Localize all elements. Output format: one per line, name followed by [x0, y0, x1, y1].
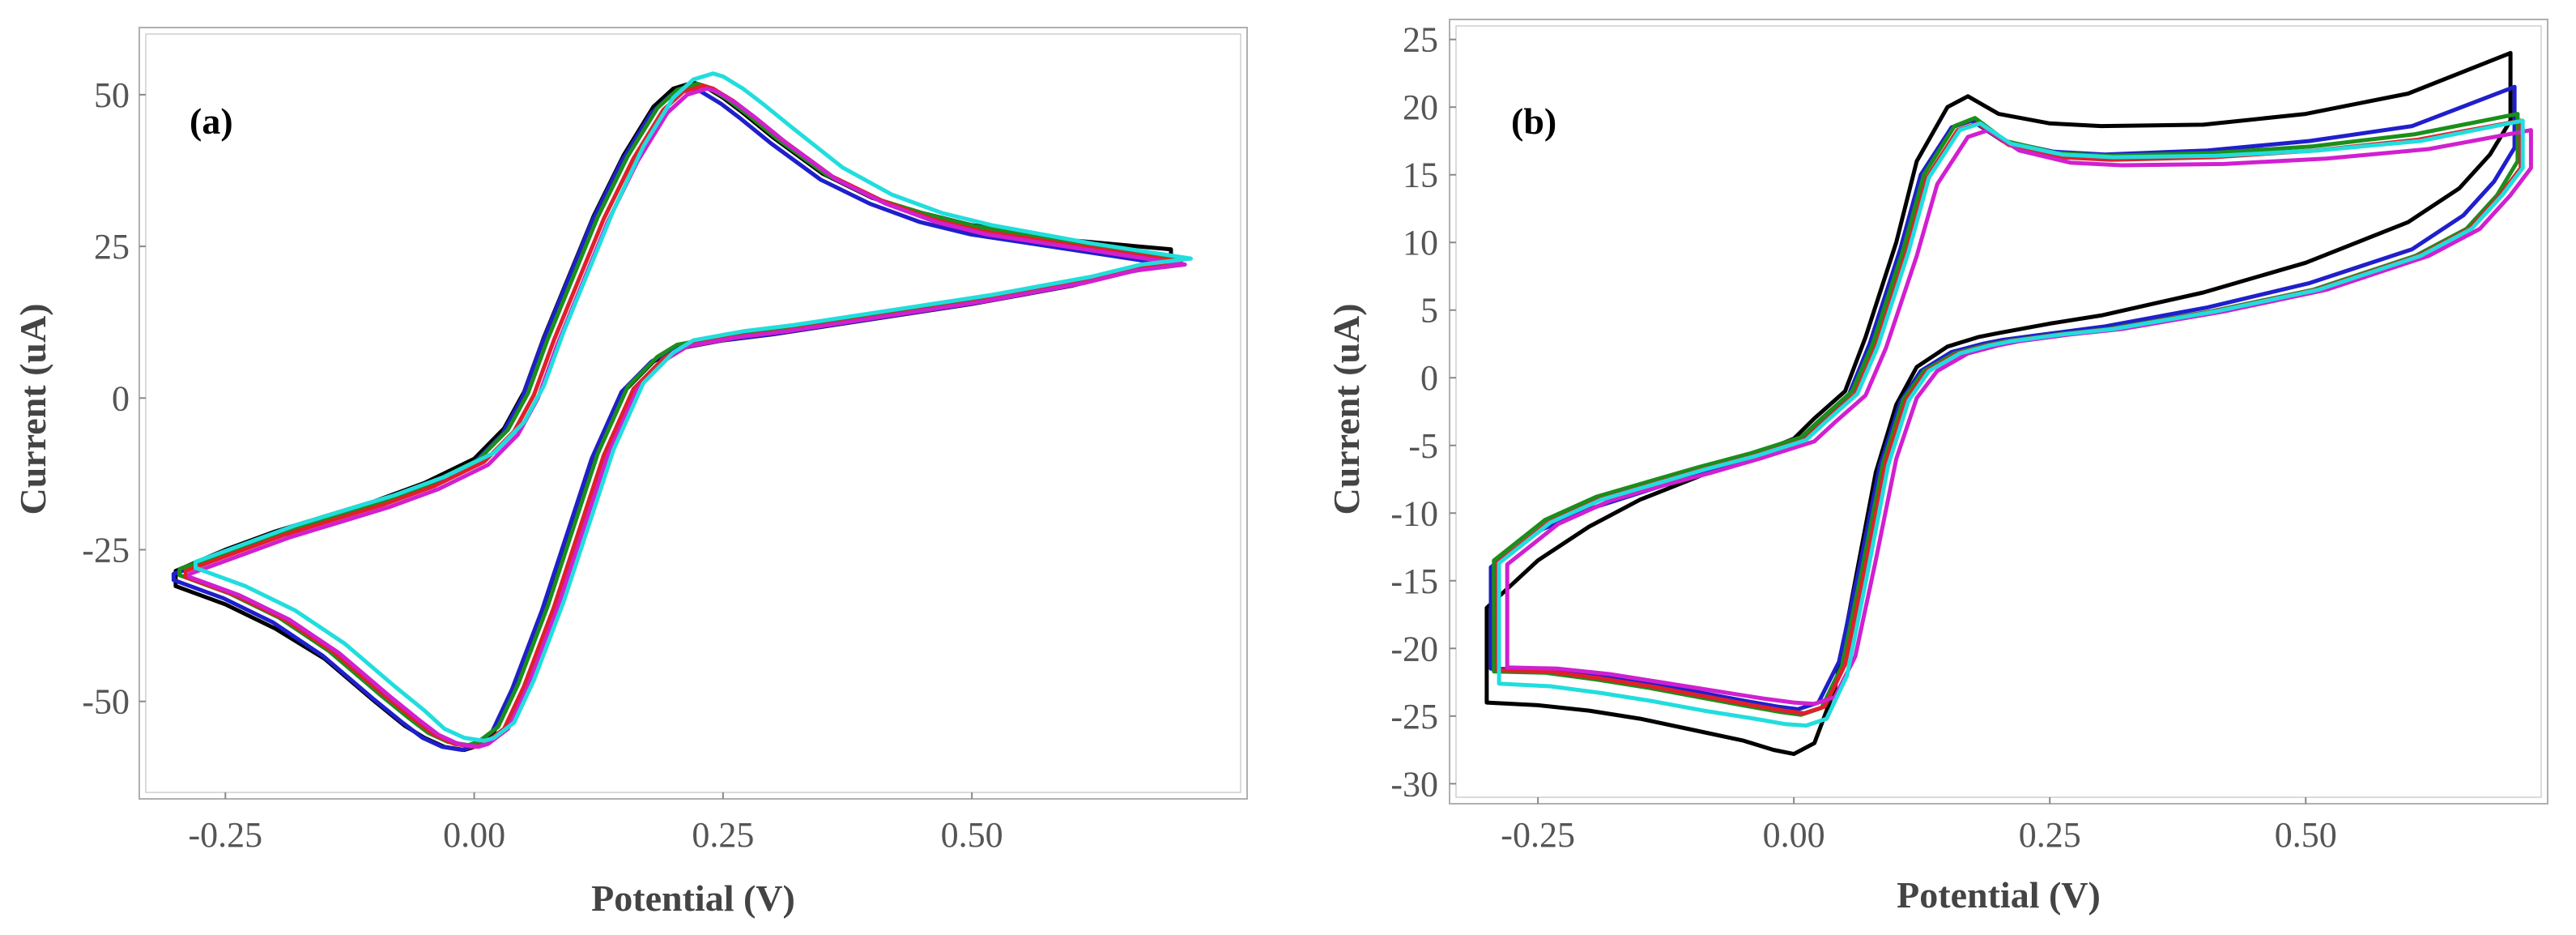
y-tick-label: -15: [1390, 561, 1438, 601]
series-line-red: [1495, 118, 2523, 715]
y-tick-label: 10: [1403, 223, 1438, 263]
panel-a-y-axis-title: Current (uA): [12, 303, 53, 514]
panel-b-y-axis-title: Current (uA): [1326, 303, 1367, 514]
x-tick-label: 0.25: [692, 815, 754, 855]
series-line-magenta: [1505, 128, 2533, 707]
y-tick-label: 50: [94, 75, 130, 115]
panel-b-y-ticks: 25 20 15 10 5 0 -5 -10 -15 -20 -25 -30: [1390, 20, 1456, 804]
y-tick-label: 25: [1403, 20, 1438, 60]
y-tick-label: -5: [1408, 426, 1438, 466]
x-tick-label: 0.25: [2019, 815, 2081, 855]
y-tick-label: -20: [1390, 629, 1438, 668]
y-tick-label: 5: [1420, 291, 1438, 331]
panel-a-outer-frame: [138, 27, 1248, 800]
panel-a-label: (a): [189, 100, 233, 142]
y-tick-label: -10: [1390, 493, 1438, 533]
series-line-magenta: [187, 86, 1187, 749]
panel-a-y-ticks: 50 25 0 -25 -50: [82, 75, 146, 722]
y-tick-label: -25: [82, 530, 130, 570]
series-line-cyan: [194, 71, 1193, 743]
panel-b-chart: (b) 25 20 15 10 5 0 -5 -10 -15 -20 -25 -30 -0.25 0.0…: [1326, 19, 2548, 916]
x-tick-label: -0.25: [188, 815, 262, 855]
panel-a-chart: (a) 50 25 0 -25 -50 -0.25 0.00 0.25 0.50 Potent…: [12, 27, 1248, 919]
y-tick-label: -30: [1390, 764, 1438, 804]
y-tick-label: 25: [94, 227, 130, 267]
x-tick-label: -0.25: [1501, 815, 1575, 855]
panel-b-label: (b): [1511, 100, 1556, 142]
x-tick-label: 0.00: [1763, 815, 1825, 855]
panel-a-inner-frame: [145, 33, 1241, 793]
panel-a-x-axis-title: Potential (V): [591, 877, 795, 919]
y-tick-label: -25: [1390, 697, 1438, 736]
x-tick-label: 0.50: [2275, 815, 2337, 855]
panel-b-x-ticks: -0.25 0.00 0.25 0.50: [1501, 797, 2337, 855]
panel-b-inner-frame: [1455, 25, 2542, 798]
series-line-black: [1484, 50, 2513, 757]
panel-b-x-axis-title: Potential (V): [1897, 874, 2101, 916]
panel-b-outer-frame: [1449, 19, 2548, 805]
series-line-cyan: [1497, 118, 2525, 728]
y-tick-label: 15: [1403, 156, 1438, 195]
y-tick-label: 0: [112, 378, 130, 418]
panel-a-series-layer: [171, 71, 1193, 753]
series-line-red: [183, 83, 1183, 749]
panel-b-series-layer: [1484, 50, 2533, 757]
series-line-green: [1492, 112, 2520, 717]
series-line-blue: [1488, 84, 2517, 711]
series-line-blue: [171, 86, 1171, 753]
x-tick-label: 0.50: [941, 815, 1003, 855]
y-tick-label: -50: [82, 682, 130, 722]
panel-a-x-ticks: -0.25 0.00 0.25 0.50: [188, 792, 1003, 855]
x-tick-label: 0.00: [443, 815, 505, 855]
y-tick-label: 20: [1403, 88, 1438, 127]
y-tick-label: 0: [1420, 358, 1438, 398]
